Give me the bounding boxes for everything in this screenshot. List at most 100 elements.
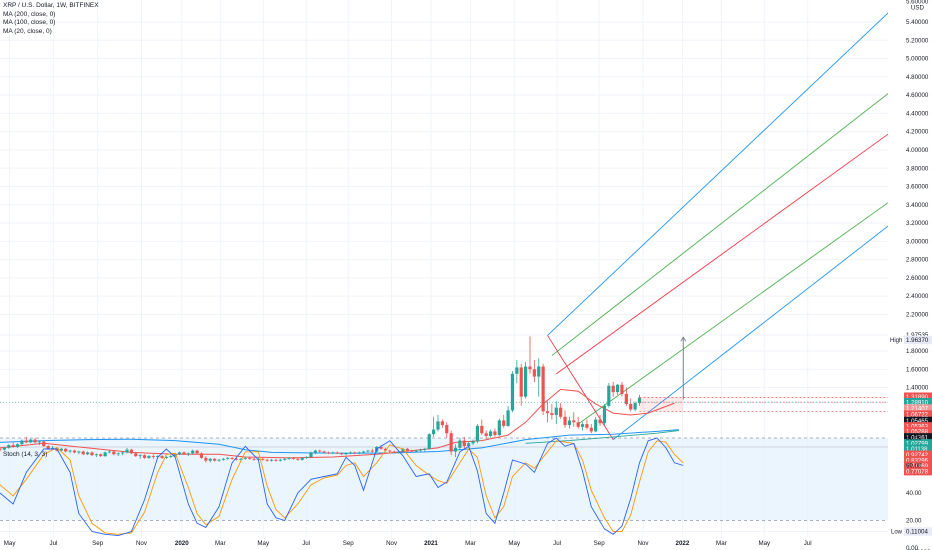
candle-body <box>0 448 2 450</box>
time-tick-label: May <box>508 540 521 547</box>
candle-body <box>2 447 6 450</box>
candle-body <box>15 444 20 447</box>
price-badge-label: 1.21407 <box>906 406 929 413</box>
price-tick-label: 3.80000 <box>906 165 929 172</box>
stochastic-tick-label: 60.00 <box>906 463 922 470</box>
candle-body <box>405 448 409 451</box>
price-badge-label: 1.31890 <box>906 394 929 401</box>
stochastic-band <box>0 438 888 521</box>
chart-annotations[interactable] <box>0 336 888 412</box>
candle-body <box>554 407 558 415</box>
candle-body <box>177 452 182 455</box>
candle-body <box>357 452 361 454</box>
candle-body <box>112 451 116 455</box>
ma100-legend[interactable]: MA (100, close, 0) <box>3 19 56 27</box>
candle-body <box>488 431 493 436</box>
candle-body <box>607 385 611 406</box>
candle-body <box>589 427 593 432</box>
time-tick-label: 2020 <box>175 540 189 547</box>
candle-body <box>576 422 580 427</box>
price-badge <box>904 450 932 459</box>
candle-body <box>524 366 528 397</box>
price-badge <box>904 461 932 470</box>
pitchfork-drawing[interactable] <box>547 3 899 440</box>
candle-body <box>134 453 138 457</box>
candle-body <box>326 452 331 454</box>
time-tick-label: Jul <box>553 540 561 547</box>
price-badge <box>904 416 932 426</box>
candle-body <box>392 451 396 453</box>
candle-body <box>199 453 204 458</box>
candle-body <box>559 407 563 417</box>
candle-body <box>620 384 624 394</box>
candle-body <box>182 452 186 455</box>
time-axis[interactable]: May Jul Sep Nov 2020 Mar May Jul Sep Nov 2021 Mar Ma… <box>4 540 812 547</box>
high-price-label: 1.96370 <box>906 337 929 344</box>
candle-body <box>567 420 571 426</box>
candle-body <box>239 458 243 460</box>
candle-body <box>410 450 414 452</box>
price-tick-label: 4.40000 <box>906 110 929 117</box>
candle-body <box>151 456 155 458</box>
price-tick-label: 5.00000 <box>906 56 929 63</box>
candle-body <box>370 450 374 452</box>
stochastic-axis[interactable]: 80.00 60.00 40.00 20.00 0.00 <box>906 435 922 550</box>
horizontal-gridlines <box>0 21 888 532</box>
candle-body <box>480 425 484 434</box>
candle-body <box>563 416 567 426</box>
candle-body <box>204 457 208 461</box>
candle-body <box>602 405 607 424</box>
stochastic-tick-label: 20.00 <box>906 518 922 525</box>
price-tick-label: 1.60000 <box>906 366 929 373</box>
low-tag: Low <box>891 530 903 536</box>
stochastic-legend[interactable]: Stoch (14, 3, 3) <box>3 451 48 458</box>
price-badge <box>904 433 932 442</box>
stochastic-tick-label: 40.00 <box>906 490 922 497</box>
candle-body <box>221 458 225 460</box>
candle-body <box>366 450 370 452</box>
candle-body <box>99 454 103 457</box>
pitchfork-upper-line <box>547 3 899 336</box>
time-tick-label: Sep <box>92 540 104 547</box>
ma200-legend[interactable]: MA (200, close, 0) <box>3 10 56 18</box>
high-label-bg <box>904 335 932 345</box>
candle-body <box>129 449 133 454</box>
pitchfork-median-line <box>555 126 899 375</box>
candle-body <box>379 446 383 449</box>
price-range-box[interactable] <box>639 397 684 412</box>
price-tick-label: 4.00000 <box>906 147 929 154</box>
candle-body <box>72 450 77 453</box>
candle-body <box>449 433 453 452</box>
candle-body <box>331 452 335 454</box>
candle-body <box>467 443 471 447</box>
candle-body <box>475 425 480 442</box>
price-tick-label: 3.20000 <box>906 220 929 227</box>
symbol-title[interactable]: XRP / U.S. Dollar, 1W, BITFINEX <box>3 2 99 9</box>
price-badge-label: 0.77078 <box>906 468 929 475</box>
price-badge-label: 1.02799 <box>906 440 929 447</box>
price-tick-label: 3.00000 <box>906 238 929 245</box>
candle-body <box>64 448 68 452</box>
candle-body <box>291 457 296 459</box>
candle-body <box>484 433 488 436</box>
price-badge <box>904 444 932 453</box>
price-badge <box>904 404 932 413</box>
ma20-legend[interactable]: MA (20, close, 0) <box>3 27 52 35</box>
low-price-label: 0.11004 <box>906 529 928 536</box>
candle-body <box>510 373 515 411</box>
time-tick-label: May <box>4 540 17 547</box>
pitchfork-lower-line <box>612 218 899 440</box>
time-tick-label: Jul <box>49 540 57 547</box>
time-tick-label: Nov <box>386 540 398 547</box>
price-tick-label: 2.40000 <box>906 293 929 300</box>
price-badge <box>904 410 932 419</box>
candle-body <box>388 450 392 452</box>
time-tick-label: Nov <box>637 540 649 547</box>
candle-body <box>173 454 177 457</box>
candle-body <box>24 440 28 443</box>
price-tick-label: 4.20000 <box>906 129 929 136</box>
candle-body <box>453 447 458 452</box>
candle-body <box>414 450 418 452</box>
